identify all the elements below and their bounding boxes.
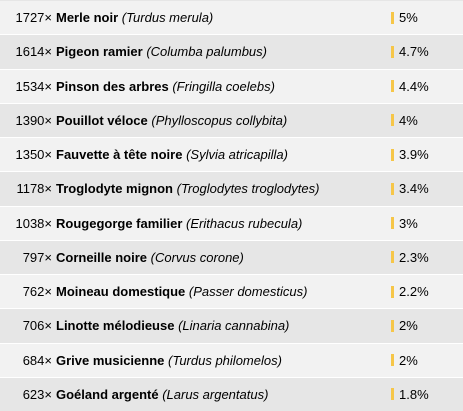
species-latin-name: (Corvus corone) [150,249,244,265]
percentage-bar [391,217,394,230]
species-name: Merle noir (Turdus merula) [56,10,391,25]
species-common-name: Pinson des arbres [56,78,169,94]
percentage-value: 1.8% [399,386,429,402]
percentage-value: 3.9% [399,147,429,163]
table-row: 1614× Pigeon ramier (Columba palumbus) 4… [0,35,463,70]
species-name: Goéland argenté (Larus argentatus) [56,387,391,402]
table-row: 762× Moineau domestique (Passer domestic… [0,275,463,310]
percentage-bar [391,148,394,161]
table-row: 1390× Pouillot véloce (Phylloscopus coll… [0,103,463,138]
observation-count: 797× [22,249,52,265]
percentage-cell: 4% [391,113,463,128]
species-common-name: Goéland argenté [56,386,159,402]
table-row: 1534× Pinson des arbres (Fringilla coele… [0,69,463,104]
percentage-value: 4% [399,112,418,128]
species-latin-name: (Columba palumbus) [146,44,267,60]
table-row: 706× Linotte mélodieuse (Linaria cannabi… [0,309,463,344]
species-name: Rougegorge familier (Erithacus rubecula) [56,216,391,231]
observation-count: 762× [22,284,52,300]
table-row: 1038× Rougegorge familier (Erithacus rub… [0,206,463,241]
species-common-name: Troglodyte mignon [56,181,173,197]
percentage-bar [391,11,394,24]
observation-count: 1614× [15,44,52,60]
species-latin-name: (Troglodytes troglodytes) [176,181,320,197]
percentage-bar [391,45,394,58]
species-common-name: Linotte mélodieuse [56,318,175,334]
species-name: Linotte mélodieuse (Linaria cannabina) [56,318,391,333]
species-name: Fauvette à tête noire (Sylvia atricapill… [56,147,391,162]
percentage-bar [391,182,394,195]
percentage-bar [391,285,394,298]
species-latin-name: (Linaria cannabina) [178,318,290,334]
percentage-bar [391,251,394,264]
percentage-value: 2% [399,318,418,334]
species-latin-name: (Passer domesticus) [188,284,308,300]
percentage-cell: 5% [391,10,463,25]
table-row: 1350× Fauvette à tête noire (Sylvia atri… [0,138,463,173]
species-name: Grive musicienne (Turdus philomelos) [56,353,391,368]
percentage-cell: 2% [391,353,463,368]
percentage-value: 2.3% [399,249,429,265]
species-latin-name: (Larus argentatus) [162,386,269,402]
table-row: 1178× Troglodyte mignon (Troglodytes tro… [0,172,463,207]
percentage-cell: 2.3% [391,250,463,265]
percentage-value: 3% [399,215,418,231]
observation-count: 1534× [15,78,52,94]
species-common-name: Rougegorge familier [56,215,183,231]
percentage-cell: 2% [391,318,463,333]
table-row: 684× Grive musicienne (Turdus philomelos… [0,343,463,378]
percentage-cell: 2.2% [391,284,463,299]
percentage-bar [391,80,394,93]
observation-count: 1350× [15,147,52,163]
species-latin-name: (Phylloscopus collybita) [151,112,288,128]
percentage-bar [391,114,394,127]
table-row: 623× Goéland argenté (Larus argentatus) … [0,377,463,411]
observation-count: 1727× [15,10,52,26]
species-common-name: Merle noir [56,10,119,26]
percentage-cell: 4.4% [391,79,463,94]
species-name: Pouillot véloce (Phylloscopus collybita) [56,113,391,128]
species-common-name: Fauvette à tête noire [56,147,183,163]
species-latin-name: (Fringilla coelebs) [172,78,275,94]
percentage-bar [391,319,394,332]
observation-count: 1390× [15,112,52,128]
table-row: 797× Corneille noire (Corvus corone) 2.3… [0,240,463,275]
percentage-bar [391,354,394,367]
percentage-value: 4.7% [399,44,429,60]
observation-count: 1178× [16,181,52,197]
species-latin-name: (Turdus merula) [121,10,214,26]
species-name: Corneille noire (Corvus corone) [56,250,391,265]
percentage-value: 3.4% [399,181,429,197]
species-latin-name: (Erithacus rubecula) [186,215,303,231]
percentage-cell: 3.9% [391,147,463,162]
species-common-name: Corneille noire [56,249,148,265]
species-common-name: Pouillot véloce [56,112,148,128]
species-name: Pinson des arbres (Fringilla coelebs) [56,79,391,94]
percentage-value: 4.4% [399,78,429,94]
observation-count: 706× [22,318,52,334]
species-common-name: Pigeon ramier [56,44,143,60]
percentage-cell: 3% [391,216,463,231]
observation-count: 684× [22,352,52,368]
percentage-value: 5% [399,10,418,26]
species-name: Troglodyte mignon (Troglodytes troglodyt… [56,181,391,196]
percentage-value: 2.2% [399,284,429,300]
species-name: Moineau domestique (Passer domesticus) [56,284,391,299]
table-row: 1727× Merle noir (Turdus merula) 5% [0,1,463,36]
percentage-cell: 4.7% [391,44,463,59]
species-latin-name: (Turdus philomelos) [168,352,282,368]
observation-count: 1038× [15,215,52,231]
species-name: Pigeon ramier (Columba palumbus) [56,44,391,59]
observation-count: 623× [22,386,52,402]
species-common-name: Moineau domestique [56,284,186,300]
percentage-cell: 1.8% [391,387,463,402]
species-common-name: Grive musicienne [56,352,165,368]
percentage-bar [391,388,394,401]
percentage-value: 2% [399,352,418,368]
percentage-cell: 3.4% [391,181,463,196]
species-latin-name: (Sylvia atricapilla) [186,147,288,163]
